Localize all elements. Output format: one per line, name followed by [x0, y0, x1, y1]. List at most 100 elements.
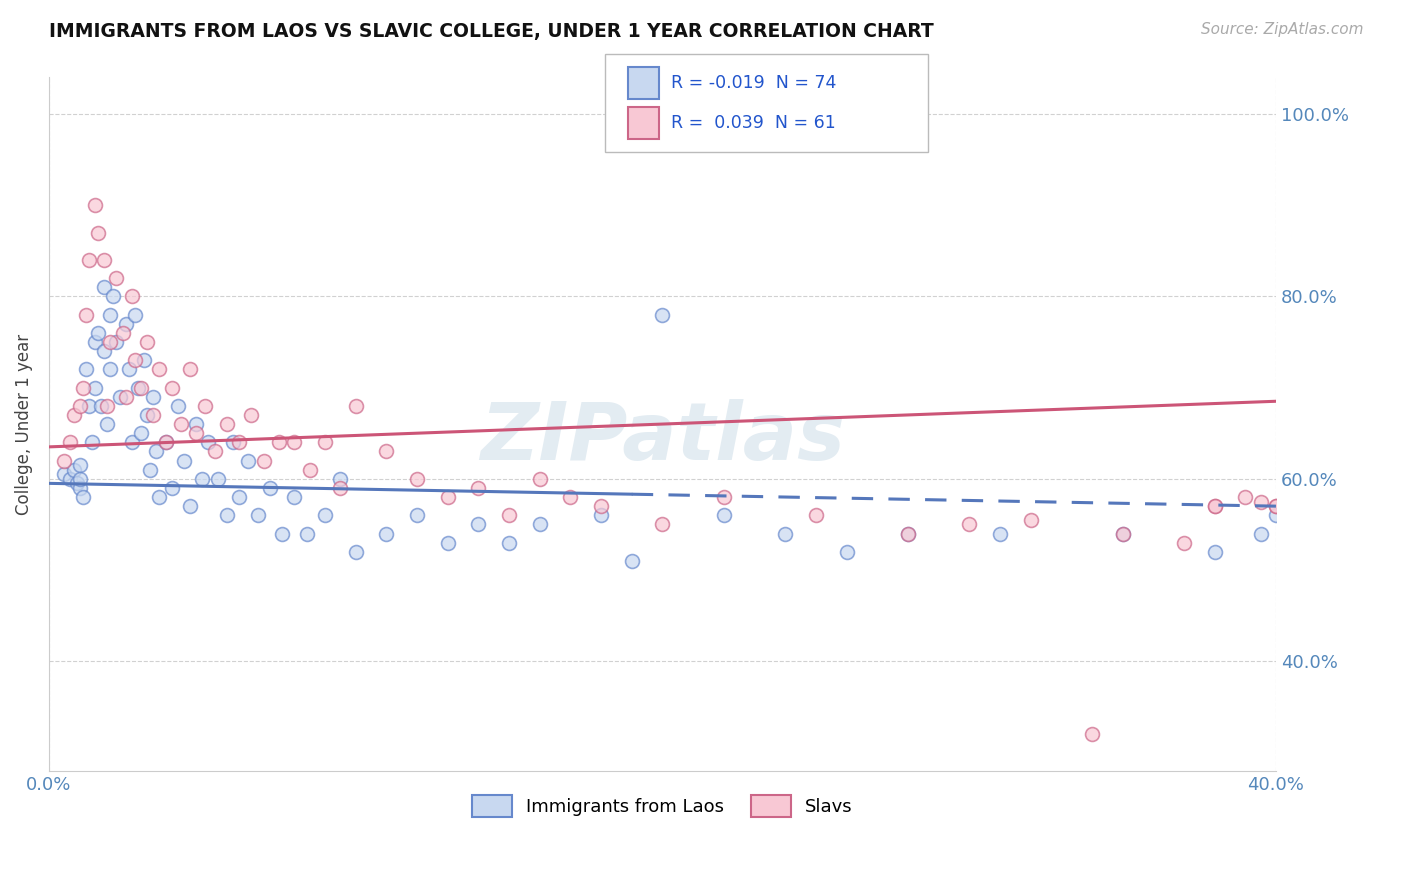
Point: [166, 399, 188, 413]
Point: [498, 508, 520, 523]
Point: [69, 481, 91, 495]
Point: [271, 526, 294, 541]
Point: [191, 472, 214, 486]
Point: [436, 490, 458, 504]
Point: [651, 308, 673, 322]
Point: [114, 390, 136, 404]
Point: [835, 545, 858, 559]
Point: [713, 508, 735, 523]
Point: [77, 252, 100, 267]
Point: [957, 517, 980, 532]
Point: [72, 490, 94, 504]
Point: [804, 508, 827, 523]
Point: [1081, 727, 1104, 741]
Point: [160, 481, 183, 495]
Point: [108, 390, 131, 404]
Point: [897, 526, 920, 541]
Point: [529, 517, 551, 532]
Point: [80, 435, 103, 450]
Point: [204, 444, 226, 458]
Point: [591, 499, 613, 513]
Point: [160, 381, 183, 395]
Point: [93, 344, 115, 359]
Point: [283, 435, 305, 450]
Point: [62, 463, 84, 477]
Point: [228, 435, 250, 450]
Point: [75, 362, 97, 376]
Point: [179, 499, 201, 513]
Point: [897, 526, 920, 541]
Point: [148, 490, 170, 504]
Point: [240, 408, 263, 422]
Point: [90, 399, 112, 413]
Point: [314, 435, 336, 450]
Point: [283, 490, 305, 504]
Point: [87, 326, 110, 340]
Point: [1173, 535, 1195, 549]
Point: [136, 334, 159, 349]
Point: [295, 526, 318, 541]
Point: [53, 467, 76, 482]
Point: [124, 353, 146, 368]
Point: [1265, 499, 1288, 513]
Point: [121, 435, 143, 450]
Point: [194, 399, 217, 413]
Point: [142, 390, 165, 404]
Point: [186, 426, 208, 441]
Point: [215, 417, 238, 431]
Point: [713, 490, 735, 504]
Point: [267, 435, 290, 450]
Point: [59, 472, 82, 486]
Point: [59, 435, 82, 450]
Point: [1250, 494, 1272, 508]
Point: [127, 381, 149, 395]
Point: [406, 508, 429, 523]
Point: [988, 526, 1011, 541]
Point: [467, 481, 489, 495]
Point: [98, 334, 121, 349]
Point: [136, 408, 159, 422]
Point: [142, 408, 165, 422]
Point: [197, 435, 219, 450]
Point: [118, 362, 141, 376]
Point: [139, 463, 162, 477]
Text: IMMIGRANTS FROM LAOS VS SLAVIC COLLEGE, UNDER 1 YEAR CORRELATION CHART: IMMIGRANTS FROM LAOS VS SLAVIC COLLEGE, …: [49, 22, 934, 41]
Point: [75, 308, 97, 322]
Point: [103, 289, 125, 303]
Point: [145, 444, 167, 458]
Point: [498, 535, 520, 549]
Point: [1204, 545, 1226, 559]
Point: [253, 453, 276, 467]
Point: [215, 508, 238, 523]
Point: [93, 280, 115, 294]
Point: [1265, 499, 1288, 513]
Point: [121, 289, 143, 303]
Point: [1111, 526, 1133, 541]
Point: [77, 399, 100, 413]
Point: [69, 458, 91, 472]
Point: [314, 508, 336, 523]
Point: [65, 476, 87, 491]
Point: [298, 463, 321, 477]
Point: [111, 326, 134, 340]
Point: [1250, 526, 1272, 541]
Point: [591, 508, 613, 523]
Point: [228, 490, 250, 504]
Point: [207, 472, 229, 486]
Point: [329, 481, 352, 495]
Point: [69, 399, 91, 413]
Point: [98, 362, 121, 376]
Point: [375, 444, 398, 458]
Point: [87, 226, 110, 240]
Point: [529, 472, 551, 486]
Point: [96, 399, 118, 413]
Point: [1265, 508, 1288, 523]
Point: [62, 408, 84, 422]
Point: [186, 417, 208, 431]
Point: [1019, 513, 1042, 527]
Point: [436, 535, 458, 549]
Point: [651, 517, 673, 532]
Point: [69, 472, 91, 486]
Point: [124, 308, 146, 322]
Point: [173, 453, 195, 467]
